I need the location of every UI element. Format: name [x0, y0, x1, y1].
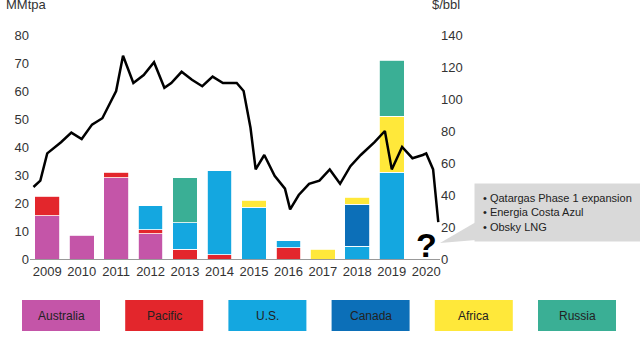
- svg-text:2011: 2011: [102, 264, 130, 279]
- svg-text:70: 70: [15, 56, 29, 71]
- svg-text:30: 30: [15, 168, 29, 183]
- svg-text:2015: 2015: [239, 264, 268, 279]
- svg-text:$/bbl: $/bbl: [432, 0, 460, 12]
- svg-text:10: 10: [15, 224, 29, 239]
- svg-text:2019: 2019: [377, 264, 406, 279]
- svg-text:Australia: Australia: [38, 309, 85, 323]
- svg-text:2012: 2012: [136, 264, 165, 279]
- svg-text:Russia: Russia: [559, 309, 596, 323]
- svg-text:Africa: Africa: [458, 309, 489, 323]
- svg-text:20: 20: [15, 196, 29, 211]
- svg-text:Pacific: Pacific: [147, 309, 182, 323]
- svg-text:• Qatargas Phase 1 expansion•: • Qatargas Phase 1 expansion• Energia Co…: [483, 192, 632, 233]
- svg-text:40: 40: [15, 140, 29, 155]
- svg-text:2014: 2014: [205, 264, 234, 279]
- svg-text:2013: 2013: [171, 264, 200, 279]
- svg-text:2020: 2020: [412, 264, 441, 279]
- svg-text:140: 140: [441, 28, 463, 43]
- svg-text:80: 80: [15, 28, 29, 43]
- svg-text:60: 60: [441, 156, 455, 171]
- svg-text:Canada: Canada: [350, 309, 392, 323]
- svg-text:MMtpa: MMtpa: [6, 0, 47, 12]
- svg-text:2016: 2016: [274, 264, 303, 279]
- svg-text:2009: 2009: [33, 264, 62, 279]
- svg-text:?: ?: [416, 226, 437, 264]
- svg-text:60: 60: [15, 84, 29, 99]
- svg-text:2010: 2010: [67, 264, 96, 279]
- svg-text:120: 120: [441, 60, 463, 75]
- svg-text:2017: 2017: [308, 264, 337, 279]
- svg-text:100: 100: [441, 92, 463, 107]
- svg-text:0: 0: [22, 252, 29, 267]
- svg-text:50: 50: [15, 112, 29, 127]
- svg-text:U.S.: U.S.: [256, 309, 279, 323]
- svg-text:40: 40: [441, 188, 455, 203]
- svg-text:0: 0: [441, 252, 448, 267]
- svg-text:2018: 2018: [343, 264, 372, 279]
- svg-text:80: 80: [441, 124, 455, 139]
- svg-text:20: 20: [441, 220, 455, 235]
